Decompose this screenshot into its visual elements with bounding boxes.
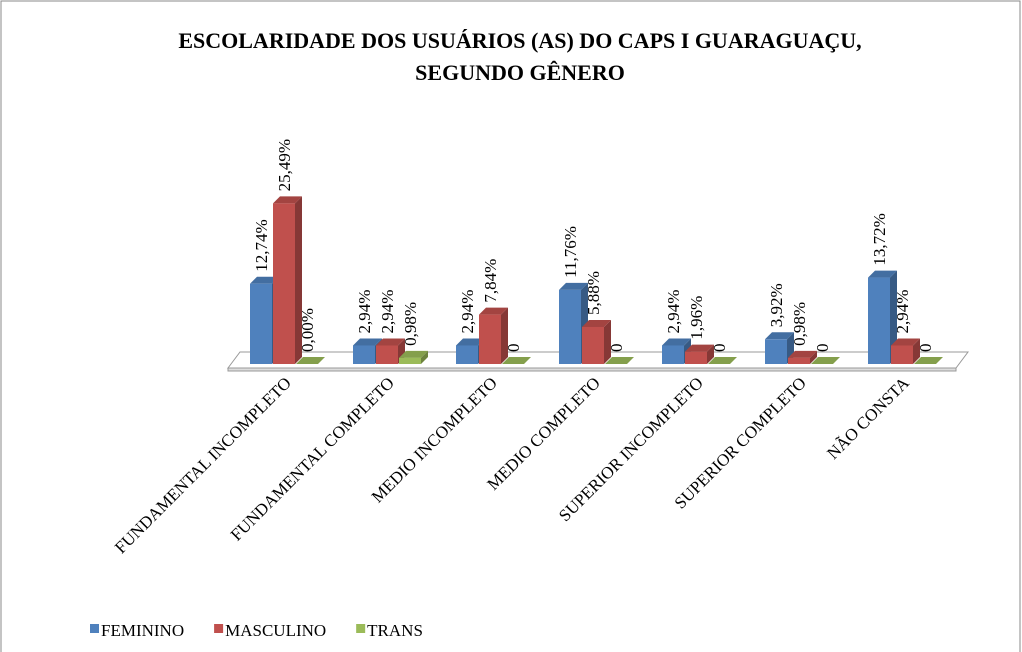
value-label: 2,94%	[355, 290, 374, 334]
bar-top	[559, 282, 588, 290]
value-label: 11,76%	[561, 226, 580, 278]
value-label: 0	[607, 344, 626, 353]
value-label: 13,72%	[870, 213, 889, 265]
bar-side	[890, 270, 897, 364]
bar-top	[296, 357, 325, 364]
bar-top	[582, 319, 611, 327]
bar-top	[456, 338, 485, 346]
bar-top	[353, 338, 382, 346]
bar-top	[765, 332, 794, 340]
bar	[891, 345, 913, 364]
bar-top	[605, 357, 634, 364]
legend-label: TRANS	[367, 621, 423, 640]
legend-swatch	[90, 624, 99, 633]
bar	[788, 357, 810, 364]
value-label: 3,92%	[767, 283, 786, 327]
bar	[399, 357, 421, 364]
bar	[273, 203, 295, 364]
legend-swatch	[356, 624, 366, 633]
value-label: 0,00%	[298, 308, 317, 352]
value-label: 1,96%	[687, 296, 706, 340]
bar	[559, 289, 581, 364]
value-label: 12,74%	[252, 219, 271, 271]
bar	[868, 277, 890, 364]
bar-top	[376, 338, 405, 346]
floor-edge	[227, 367, 957, 372]
value-label: 0	[916, 344, 935, 353]
chart-title: SEGUNDO GÊNERO	[415, 60, 625, 85]
bar-side	[913, 338, 920, 364]
legend-label: MASCULINO	[225, 621, 326, 640]
bar	[456, 345, 478, 364]
bar	[353, 345, 375, 364]
legend-label: FEMININO	[101, 621, 184, 640]
value-label: 5,88%	[584, 271, 603, 315]
bar	[662, 345, 684, 364]
bar	[582, 326, 604, 364]
bar-top	[868, 270, 897, 278]
value-label: 0	[813, 344, 832, 353]
bar	[685, 351, 707, 364]
bar-side	[501, 307, 508, 364]
bar-side	[810, 350, 817, 364]
bar-top	[708, 357, 737, 364]
bar-top	[250, 276, 279, 284]
bar-top	[685, 344, 714, 352]
value-label: 0,98%	[401, 302, 420, 346]
chart-title: ESCOLARIDADE DOS USUÁRIOS (AS) DO CAPS I…	[178, 28, 861, 53]
bar-side	[421, 350, 428, 364]
bar-side	[604, 319, 611, 364]
bar-top	[811, 357, 840, 364]
bar-top	[788, 350, 817, 358]
bar-top	[502, 357, 531, 364]
bar-top	[891, 338, 920, 346]
bar-top	[914, 357, 943, 364]
bar	[376, 345, 398, 364]
legend-swatch	[214, 624, 224, 633]
value-label: 2,94%	[893, 290, 912, 334]
value-label: 0,98%	[790, 302, 809, 346]
value-label: 2,94%	[378, 290, 397, 334]
bar-side	[295, 196, 302, 364]
bar-top	[662, 338, 691, 346]
value-label: 7,84%	[481, 259, 500, 303]
bar	[250, 283, 272, 364]
bar-top	[479, 307, 508, 315]
bar	[765, 339, 787, 364]
value-label: 2,94%	[664, 290, 683, 334]
value-label: 25,49%	[275, 139, 294, 191]
value-label: 0	[504, 344, 523, 353]
bar	[479, 314, 501, 364]
bar-top	[399, 350, 428, 358]
bar-side	[707, 344, 714, 364]
value-label: 0	[710, 344, 729, 353]
bar-top	[273, 196, 302, 204]
value-label: 2,94%	[458, 290, 477, 334]
